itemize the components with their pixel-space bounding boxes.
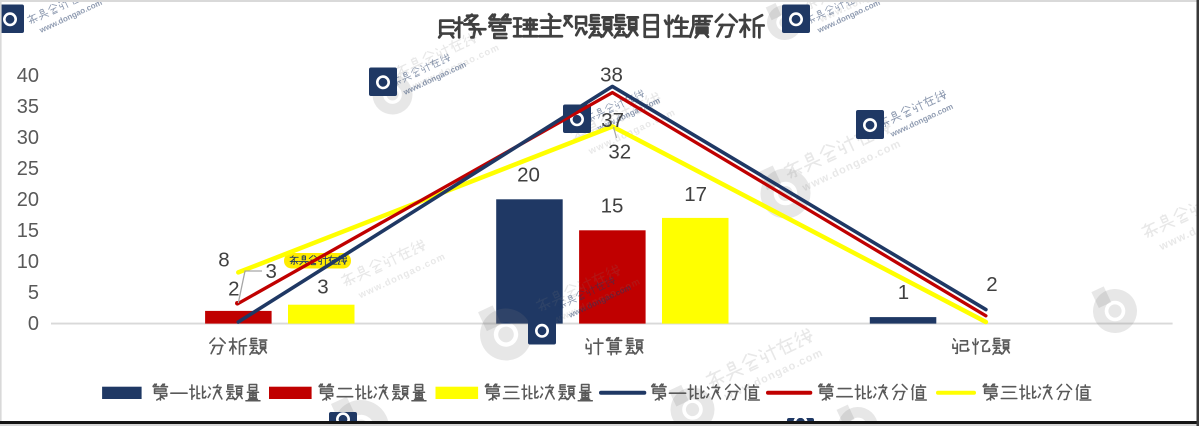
svg-text:5: 5 <box>28 282 39 304</box>
svg-text:37: 37 <box>601 109 624 132</box>
svg-text:10: 10 <box>17 251 39 273</box>
svg-text:8: 8 <box>218 248 229 271</box>
svg-text:15: 15 <box>17 220 39 242</box>
svg-text:25: 25 <box>17 158 39 180</box>
svg-text:32: 32 <box>608 140 631 163</box>
svg-text:20: 20 <box>517 163 540 186</box>
svg-text:15: 15 <box>601 194 624 217</box>
svg-text:40: 40 <box>17 65 39 87</box>
svg-text:20: 20 <box>17 189 39 211</box>
svg-text:38: 38 <box>600 63 623 86</box>
svg-text:3: 3 <box>317 275 328 298</box>
svg-text:30: 30 <box>17 127 39 149</box>
svg-text:0: 0 <box>28 313 39 335</box>
svg-text:2: 2 <box>986 273 997 296</box>
svg-text:2: 2 <box>228 277 239 300</box>
svg-text:1: 1 <box>898 281 909 304</box>
svg-text:3: 3 <box>265 260 276 283</box>
svg-text:35: 35 <box>17 96 39 118</box>
svg-text:17: 17 <box>684 183 707 206</box>
